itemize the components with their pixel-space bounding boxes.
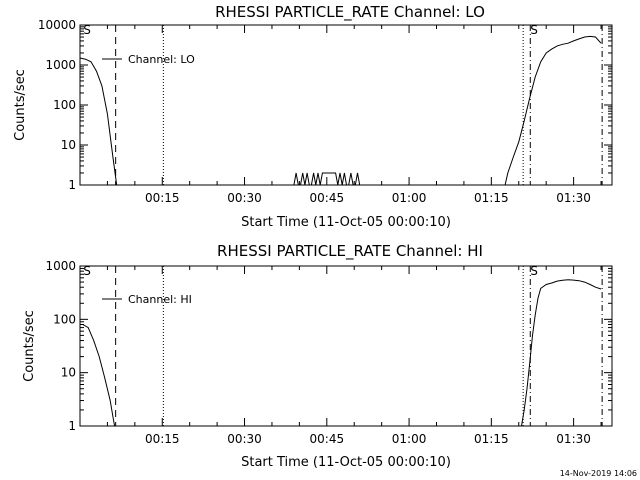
- y-tick-label: 100: [53, 98, 76, 112]
- y-tick-label: 100: [53, 312, 76, 326]
- legend: Channel: HI: [102, 293, 192, 306]
- x-tick-label: 00:15: [145, 432, 180, 446]
- x-tick-label: 00:45: [310, 191, 345, 205]
- x-tick-label: 01:15: [474, 432, 509, 446]
- x-ticks: 00:15 00:30 00:45 01:00 01:15 01:30: [106, 266, 602, 446]
- plot-frame: [79, 24, 613, 186]
- panel-lo: RHESSI PARTICLE_RATE Channel: LO Counts/…: [13, 3, 613, 230]
- x-tick-label: 00:15: [145, 191, 180, 205]
- x-axis-label: Start Time (11-Oct-05 00:00:10): [241, 455, 451, 470]
- x-tick-label: 00:30: [227, 191, 262, 205]
- y-axis-label: Counts/sec: [13, 69, 28, 141]
- flag-label: S: [83, 264, 91, 278]
- y-tick-label: 1: [68, 178, 76, 192]
- series-line: [293, 172, 361, 186]
- x-tick-label: 00:30: [227, 432, 262, 446]
- legend-label: Channel: LO: [128, 53, 195, 66]
- y-ticks: 1 10 100 1000 10000: [38, 18, 612, 192]
- chart-title: RHESSI PARTICLE_RATE Channel: LO: [215, 3, 485, 22]
- series-line: [521, 279, 602, 427]
- legend-label: Channel: HI: [128, 293, 192, 306]
- chart-title: RHESSI PARTICLE_RATE Channel: HI: [217, 242, 483, 261]
- series-line: [80, 324, 116, 427]
- timestamp: 14-Nov-2019 14:06: [560, 469, 637, 478]
- x-tick-label: 01:30: [556, 191, 591, 205]
- x-tick-label: 01:00: [392, 191, 427, 205]
- y-tick-label: 10000: [38, 18, 76, 32]
- x-tick-label: 00:45: [310, 432, 345, 446]
- series-line: [79, 57, 118, 186]
- legend: Channel: LO: [102, 53, 195, 66]
- flag-label: S: [83, 23, 91, 37]
- y-tick-label: 1000: [45, 259, 76, 273]
- x-tick-label: 01:15: [474, 191, 509, 205]
- y-ticks: 1 10 100 1000: [45, 259, 612, 433]
- series-group: [79, 35, 602, 186]
- marker-lines: [115, 266, 603, 426]
- series-line: [504, 35, 602, 186]
- x-axis-label: Start Time (11-Oct-05 00:00:10): [241, 215, 451, 230]
- y-tick-label: 1: [68, 419, 76, 433]
- x-tick-label: 01:00: [392, 432, 427, 446]
- flag-label: S: [530, 23, 538, 37]
- y-tick-label: 10: [61, 138, 76, 152]
- y-tick-label: 1000: [45, 58, 76, 72]
- x-tick-label: 01:30: [556, 432, 591, 446]
- y-tick-label: 10: [61, 366, 76, 380]
- plot-frame: [79, 265, 613, 427]
- series-group: [80, 279, 602, 427]
- flag-label: S: [530, 264, 538, 278]
- x-ticks: 00:15 00:30 00:45 01:00 01:15 01:30: [106, 25, 602, 205]
- marker-lines: [115, 25, 603, 185]
- panel-hi: RHESSI PARTICLE_RATE Channel: HI Counts/…: [22, 242, 613, 470]
- y-axis-label: Counts/sec: [22, 310, 37, 382]
